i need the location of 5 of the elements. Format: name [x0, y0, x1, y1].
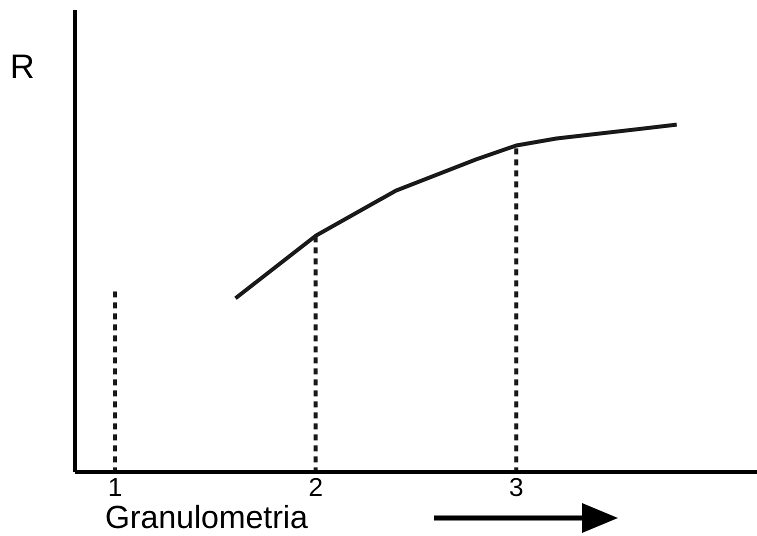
- x-tick-label: 3: [509, 472, 524, 502]
- x-tick-label: 1: [108, 472, 122, 502]
- x-axis-title: Granulometria: [105, 499, 308, 535]
- y-axis-title: R: [10, 48, 35, 87]
- x-tick-label: 2: [308, 472, 323, 502]
